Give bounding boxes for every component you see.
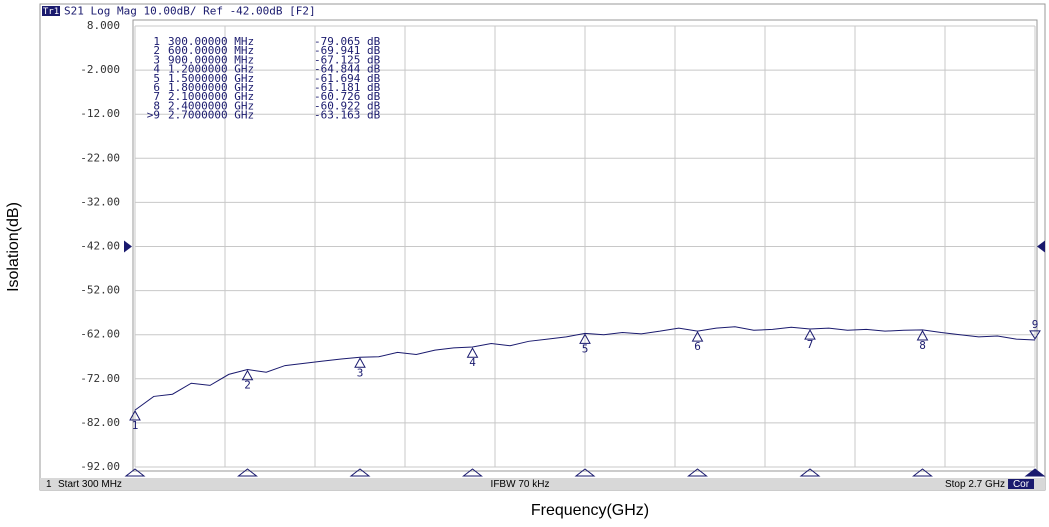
marker-freq: 2.4000000 GHz bbox=[168, 99, 254, 112]
y-tick-label: -32.00 bbox=[80, 195, 120, 208]
y-tick-label: -12.00 bbox=[80, 107, 120, 120]
x-axis-label: Frequency(GHz) bbox=[531, 502, 649, 519]
marker-name: >9 bbox=[147, 109, 160, 122]
marker-value: -63.163 dB bbox=[314, 109, 381, 122]
y-tick-label: -42.00 bbox=[80, 240, 120, 253]
marker bbox=[129, 409, 141, 421]
y-tick-label: -22.00 bbox=[80, 151, 120, 164]
start: Start 300 MHz bbox=[58, 479, 122, 490]
trace-name: Tr1 bbox=[43, 7, 59, 17]
stimulus-marker bbox=[912, 468, 933, 477]
cor: Cor bbox=[1013, 479, 1030, 490]
marker-name: 6 bbox=[153, 81, 160, 94]
stimulus-marker bbox=[124, 468, 146, 477]
stimulus-marker bbox=[462, 468, 483, 477]
marker bbox=[466, 347, 479, 358]
marker bbox=[354, 357, 366, 368]
marker-label: 2 bbox=[244, 379, 251, 392]
marker-freq: 2.1000000 GHz bbox=[168, 90, 254, 103]
trace-badge bbox=[42, 6, 60, 16]
marker-value: -60.922 dB bbox=[314, 99, 381, 112]
marker-name: 7 bbox=[153, 90, 160, 103]
stimulus-marker bbox=[799, 468, 821, 477]
marker-value: -64.844 dB bbox=[314, 63, 381, 76]
marker-label: 9 bbox=[1032, 318, 1039, 331]
marker bbox=[241, 369, 254, 381]
marker-value: -60.726 dB bbox=[314, 90, 381, 103]
marker bbox=[916, 329, 929, 341]
ref-arrow-left bbox=[124, 240, 132, 253]
ifbw: IFBW 70 kHz bbox=[491, 479, 550, 490]
marker-freq: 1.2000000 GHz bbox=[168, 63, 254, 76]
stop: Stop 2.7 GHz bbox=[945, 479, 1005, 490]
y-tick-label: -2.000 bbox=[80, 63, 120, 76]
marker-label: 1 bbox=[132, 419, 139, 432]
ref-arrow-right bbox=[1037, 240, 1045, 253]
status-bar bbox=[40, 478, 1045, 490]
stimulus-marker bbox=[574, 468, 596, 477]
header: S21 Log Mag 10.00dB/ Ref -42.00dB [F2] bbox=[64, 5, 316, 18]
marker-name: 1 bbox=[153, 35, 160, 48]
marker-label: 8 bbox=[919, 339, 926, 352]
marker-label: 7 bbox=[807, 338, 814, 351]
marker bbox=[579, 333, 591, 344]
cor-badge bbox=[1008, 479, 1034, 489]
marker-label: 6 bbox=[694, 340, 701, 353]
y-tick-label: -52.00 bbox=[80, 284, 120, 297]
marker-value: -79.065 dB bbox=[314, 35, 381, 48]
marker-name: 3 bbox=[153, 53, 160, 66]
marker-freq: 1.5000000 GHz bbox=[168, 72, 254, 85]
marker-freq: 2.7000000 GHz bbox=[168, 109, 254, 122]
y-tick-label: 8.000 bbox=[87, 19, 120, 32]
marker bbox=[691, 331, 704, 342]
marker-value: -61.694 dB bbox=[314, 72, 381, 85]
y-axis-label: Isolation(dB) bbox=[5, 202, 22, 292]
marker bbox=[804, 329, 816, 340]
marker-name: 5 bbox=[153, 72, 160, 85]
y-tick-label: -62.00 bbox=[80, 328, 120, 341]
marker-label: 4 bbox=[469, 356, 476, 369]
marker-freq: 600.00000 MHz bbox=[168, 44, 254, 57]
channel: 1 bbox=[46, 479, 52, 490]
marker-freq: 1.8000000 GHz bbox=[168, 81, 254, 94]
stimulus-marker bbox=[1024, 468, 1046, 477]
y-tick-label: -92.00 bbox=[80, 460, 120, 473]
marker-freq: 300.00000 MHz bbox=[168, 35, 254, 48]
marker-freq: 900.00000 MHz bbox=[168, 53, 254, 66]
stimulus-marker bbox=[349, 468, 371, 477]
marker-name: 2 bbox=[153, 44, 160, 57]
plot-frame bbox=[132, 19, 1038, 472]
marker-label: 5 bbox=[582, 342, 589, 355]
y-tick-label: -82.00 bbox=[80, 416, 120, 429]
stimulus-marker bbox=[237, 468, 258, 477]
stimulus-marker bbox=[687, 468, 708, 477]
marker-name: 4 bbox=[153, 63, 160, 76]
marker-value: -69.941 dB bbox=[314, 44, 381, 57]
marker-value: -61.181 dB bbox=[314, 81, 381, 94]
marker bbox=[1029, 330, 1041, 340]
y-tick-label: -72.00 bbox=[80, 372, 120, 385]
marker-value: -67.125 dB bbox=[314, 53, 381, 66]
marker-name: 8 bbox=[153, 99, 160, 112]
marker-label: 3 bbox=[357, 366, 364, 379]
